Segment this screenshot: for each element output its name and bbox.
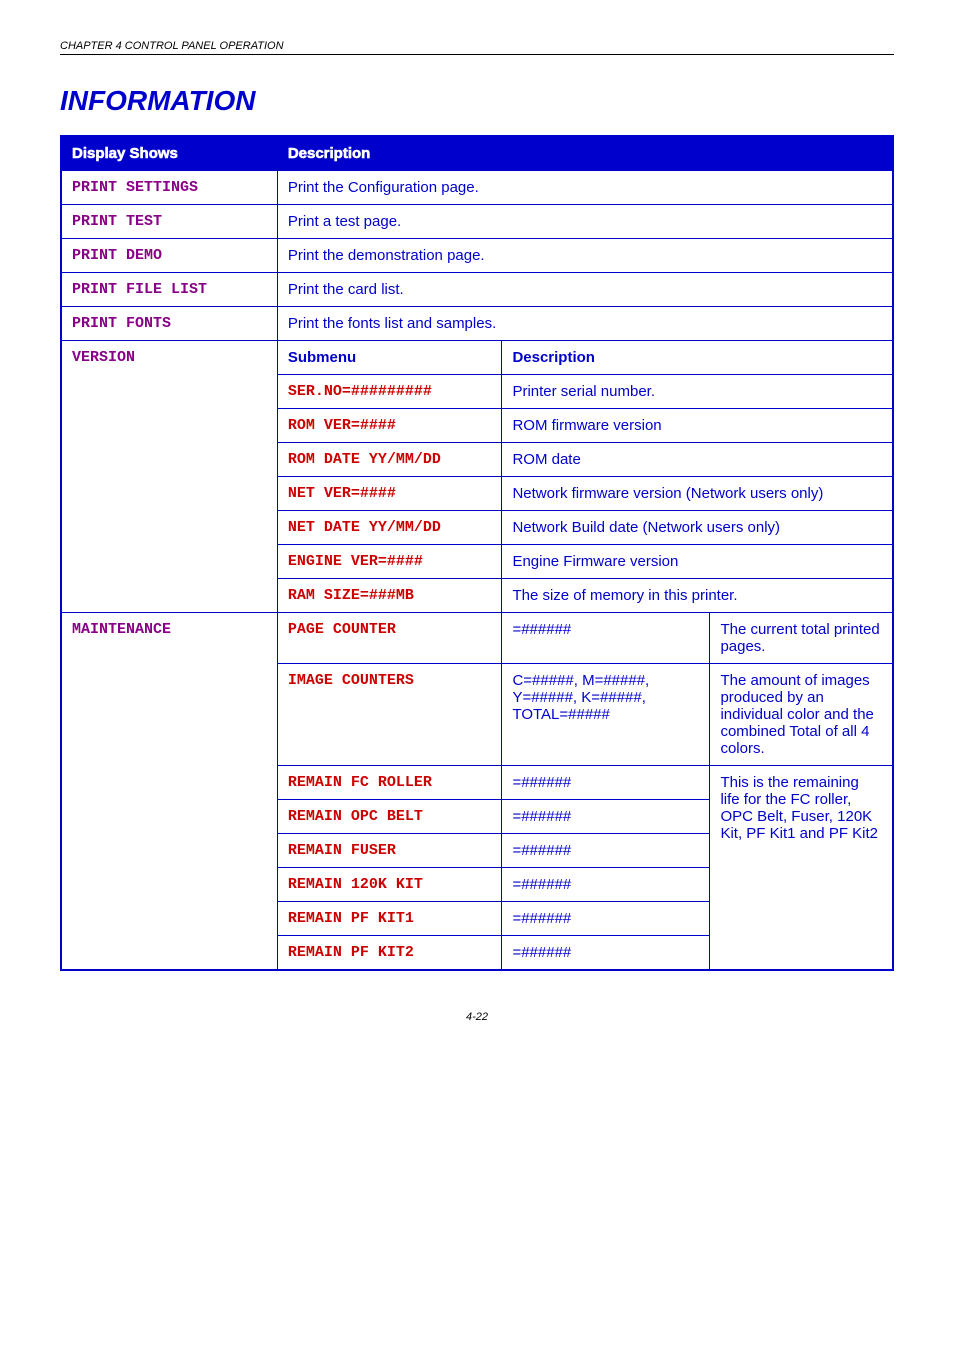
- label-print-settings: PRINT SETTINGS: [61, 171, 277, 205]
- page-number: 4-22: [60, 1011, 894, 1023]
- label-engine-ver: ENGINE VER=####: [277, 545, 502, 579]
- desc-rom-date: ROM date: [502, 443, 893, 477]
- header-description: Description: [277, 136, 893, 171]
- val-remain-pf-kit1: =######: [502, 902, 710, 936]
- label-print-demo: PRINT DEMO: [61, 239, 277, 273]
- label-net-ver: NET VER=####: [277, 477, 502, 511]
- row-print-demo: PRINT DEMO Print the demonstration page.: [61, 239, 893, 273]
- label-remain-opc-belt: REMAIN OPC BELT: [277, 800, 502, 834]
- label-ser-no: SER.NO=#########: [277, 375, 502, 409]
- val-remain-pf-kit2: =######: [502, 936, 710, 971]
- table-header-row: Display Shows Description: [61, 136, 893, 171]
- chapter-header: CHAPTER 4 CONTROL PANEL OPERATION: [60, 40, 894, 55]
- desc-page-counter: The current total printed pages.: [710, 613, 893, 664]
- row-version-header: VERSION Submenu Description: [61, 341, 893, 375]
- val-remain-120k-kit: =######: [502, 868, 710, 902]
- desc-ram-size: The size of memory in this printer.: [502, 579, 893, 613]
- label-remain-fuser: REMAIN FUSER: [277, 834, 502, 868]
- desc-remain-group: This is the remaining life for the FC ro…: [710, 766, 893, 971]
- row-page-counter: MAINTENANCE PAGE COUNTER =###### The cur…: [61, 613, 893, 664]
- desc-print-test: Print a test page.: [277, 205, 893, 239]
- label-remain-fc-roller: REMAIN FC ROLLER: [277, 766, 502, 800]
- label-remain-pf-kit2: REMAIN PF KIT2: [277, 936, 502, 971]
- label-remain-120k-kit: REMAIN 120K KIT: [277, 868, 502, 902]
- label-print-test: PRINT TEST: [61, 205, 277, 239]
- row-print-test: PRINT TEST Print a test page.: [61, 205, 893, 239]
- label-page-counter: PAGE COUNTER: [277, 613, 502, 664]
- label-print-file-list: PRINT FILE LIST: [61, 273, 277, 307]
- page-title: INFORMATION: [60, 85, 894, 117]
- version-submenu-header: Submenu: [277, 341, 502, 375]
- desc-print-settings: Print the Configuration page.: [277, 171, 893, 205]
- label-print-fonts: PRINT FONTS: [61, 307, 277, 341]
- val-image-counters: C=#####, M=#####, Y=#####, K=#####, TOTA…: [502, 664, 710, 766]
- version-description-header: Description: [502, 341, 893, 375]
- desc-image-counters: The amount of images produced by an indi…: [710, 664, 893, 766]
- desc-ser-no: Printer serial number.: [502, 375, 893, 409]
- desc-net-ver: Network firmware version (Network users …: [502, 477, 893, 511]
- information-table: Display Shows Description PRINT SETTINGS…: [60, 135, 894, 971]
- desc-rom-ver: ROM firmware version: [502, 409, 893, 443]
- desc-print-file-list: Print the card list.: [277, 273, 893, 307]
- label-maintenance: MAINTENANCE: [61, 613, 277, 971]
- label-ram-size: RAM SIZE=###MB: [277, 579, 502, 613]
- label-rom-date: ROM DATE YY/MM/DD: [277, 443, 502, 477]
- desc-engine-ver: Engine Firmware version: [502, 545, 893, 579]
- desc-net-date: Network Build date (Network users only): [502, 511, 893, 545]
- val-page-counter: =######: [502, 613, 710, 664]
- header-display-shows: Display Shows: [61, 136, 277, 171]
- row-print-file-list: PRINT FILE LIST Print the card list.: [61, 273, 893, 307]
- val-remain-opc-belt: =######: [502, 800, 710, 834]
- desc-print-demo: Print the demonstration page.: [277, 239, 893, 273]
- desc-print-fonts: Print the fonts list and samples.: [277, 307, 893, 341]
- row-print-settings: PRINT SETTINGS Print the Configuration p…: [61, 171, 893, 205]
- label-net-date: NET DATE YY/MM/DD: [277, 511, 502, 545]
- label-image-counters: IMAGE COUNTERS: [277, 664, 502, 766]
- label-rom-ver: ROM VER=####: [277, 409, 502, 443]
- label-version: VERSION: [61, 341, 277, 613]
- val-remain-fuser: =######: [502, 834, 710, 868]
- row-print-fonts: PRINT FONTS Print the fonts list and sam…: [61, 307, 893, 341]
- label-remain-pf-kit1: REMAIN PF KIT1: [277, 902, 502, 936]
- val-remain-fc-roller: =######: [502, 766, 710, 800]
